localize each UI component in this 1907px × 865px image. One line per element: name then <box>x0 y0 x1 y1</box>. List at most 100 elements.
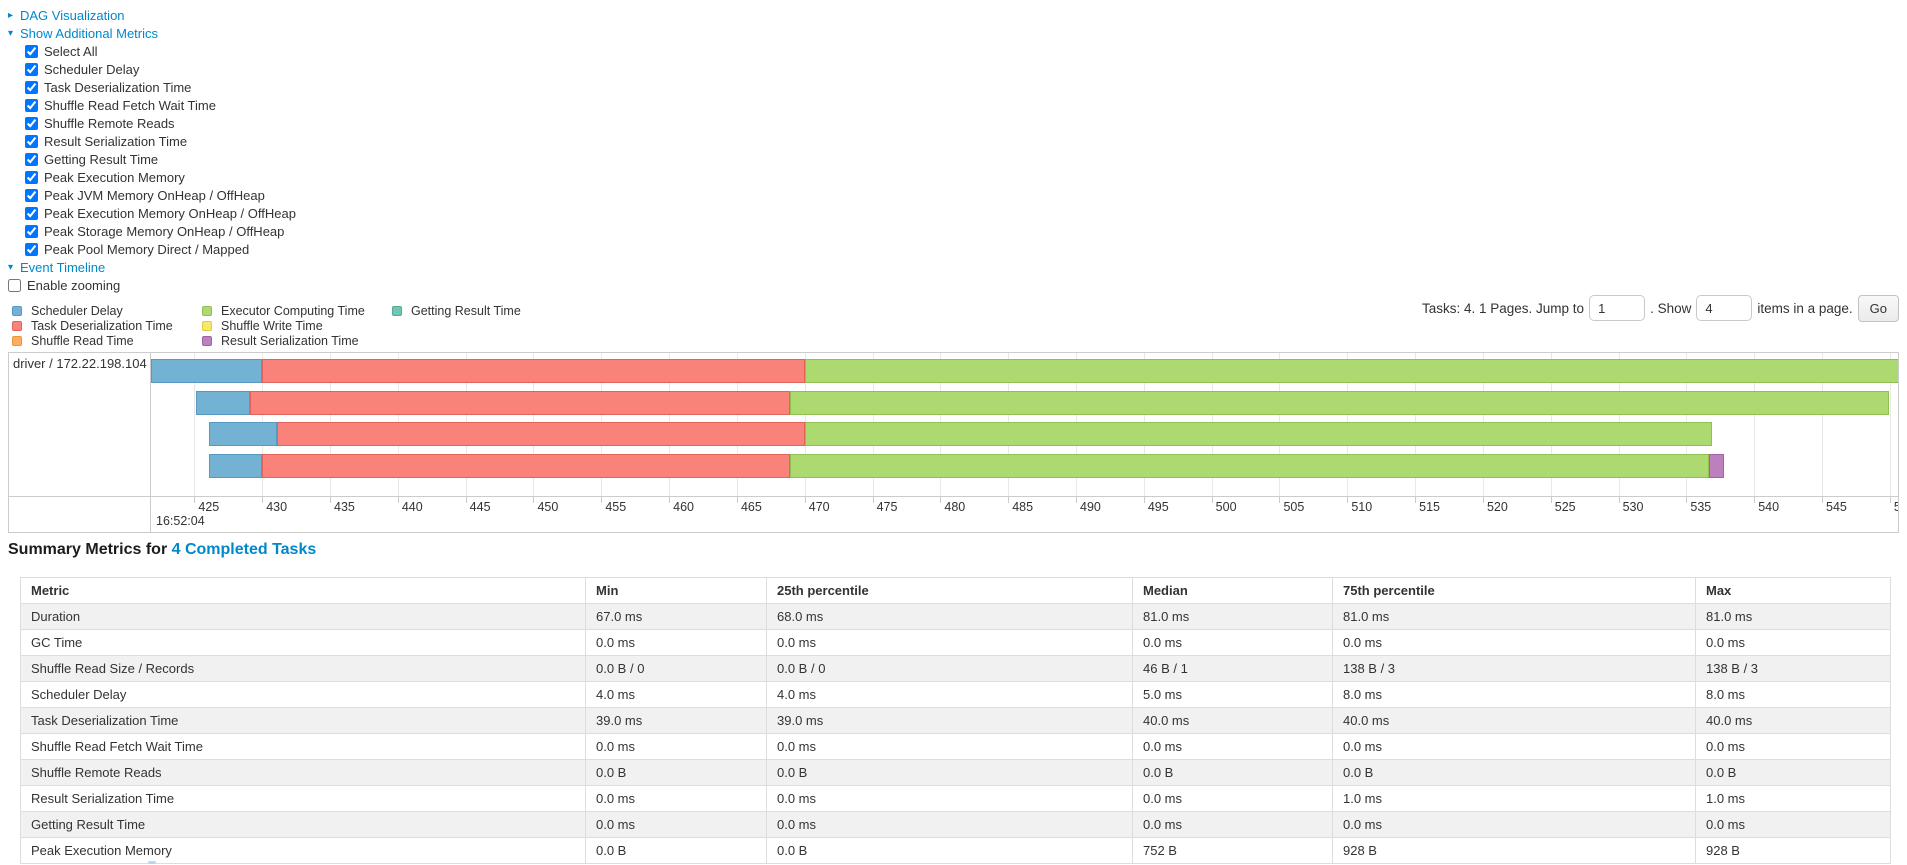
items-per-page-text: items in a page. <box>1757 300 1853 316</box>
metric-value-cell: 0.0 B / 0 <box>585 655 767 682</box>
items-per-page-input[interactable] <box>1696 295 1753 321</box>
tick-mark <box>194 497 196 503</box>
summary-title-prefix: Summary Metrics for <box>8 541 172 558</box>
table-row: GC Time 0.0 ms 0.0 ms 0.0 ms 0.0 ms 0.0 ms <box>20 629 1891 656</box>
summary-metrics-table: Metric Min 25th percentile Median 75th perce… <box>20 577 1891 864</box>
metric-name-cell: Shuffle Read Size / Records <box>20 655 586 682</box>
metric-checkbox-label: Peak Execution Memory OnHeap / OffHeap <box>44 205 296 221</box>
metric-name-cell: Shuffle Read Fetch Wait Time <box>20 733 586 760</box>
metric-checkbox[interactable] <box>25 152 38 166</box>
metric-checkbox-row: Peak Execution Memory <box>8 168 296 186</box>
metric-checkbox-row: Peak Execution Memory OnHeap / OffHeap <box>8 204 296 222</box>
task-segment-result-serialization-time[interactable] <box>1709 454 1725 478</box>
metric-value-cell: 0.0 ms <box>1132 811 1333 838</box>
metric-checkbox[interactable] <box>25 44 38 58</box>
metric-value-cell: 67.0 ms <box>585 603 767 630</box>
metric-checkbox[interactable] <box>25 224 38 238</box>
tasks-count-text: Tasks: 4. 1 Pages. Jump to <box>1421 300 1585 316</box>
table-row: Result Serialization Time 0.0 ms 0.0 ms 0.0… <box>20 785 1891 812</box>
tasks-pagination: Tasks: 4. 1 Pages. Jump to . Show items … <box>1422 293 1899 323</box>
tick-mark <box>872 497 874 503</box>
tick-mark <box>804 497 806 503</box>
gridline <box>1889 353 1891 496</box>
task-segment-executor-computing-time[interactable] <box>804 422 1713 446</box>
axis-tick-label: 540 <box>1758 500 1780 514</box>
event-timeline-link[interactable]: Event Timeline <box>20 259 106 275</box>
metric-checkbox-label: Task Deserialization Time <box>44 79 192 95</box>
legend-swatch-icon <box>12 320 22 331</box>
tick-mark <box>465 497 467 503</box>
metric-checkbox[interactable] <box>25 62 38 76</box>
tick-mark <box>1076 497 1078 503</box>
task-segment-scheduler-delay[interactable] <box>209 422 278 446</box>
tick-mark <box>533 497 535 503</box>
axis-tick-label: 455 <box>605 500 627 514</box>
legend-swatch-icon <box>202 305 212 316</box>
task-segment-task-deserialization-time[interactable] <box>262 454 790 478</box>
axis-tick-label: 425 <box>198 500 220 514</box>
metric-checkbox[interactable] <box>25 80 38 94</box>
metric-checkbox[interactable] <box>25 116 38 130</box>
axis-tick-label: 465 <box>740 500 762 514</box>
task-segment-task-deserialization-time[interactable] <box>277 422 805 446</box>
table-row: Scheduler Delay 4.0 ms 4.0 ms 5.0 ms 8.0 ms 8… <box>20 681 1891 708</box>
event-timeline-toggle[interactable]: ▾ Event Timeline <box>8 258 296 276</box>
show-additional-metrics-toggle[interactable]: ▾ Show Additional Metrics <box>8 24 296 42</box>
metric-checkbox-row: Peak Pool Memory Direct / Mapped <box>8 240 296 258</box>
tick-mark <box>669 497 671 503</box>
enable-zooming-row: Enable zooming <box>8 276 296 294</box>
jump-to-page-input[interactable] <box>1589 295 1646 321</box>
axis-tick-label: 545 <box>1826 500 1847 514</box>
metric-value-cell: 0.0 B / 0 <box>766 655 1133 682</box>
metric-checkbox[interactable] <box>25 206 38 220</box>
expanded-arrow-icon: ▾ <box>8 27 14 39</box>
metric-value-cell: 0.0 ms <box>1332 811 1696 838</box>
axis-tick-label: 500 <box>1215 500 1237 514</box>
metric-checkbox[interactable] <box>25 134 38 148</box>
completed-tasks-link[interactable]: 4 Completed Tasks <box>171 541 317 558</box>
task-segment-scheduler-delay[interactable] <box>151 359 263 383</box>
task-segment-scheduler-delay[interactable] <box>195 391 250 415</box>
legend-label: Result Serialization Time <box>221 333 359 348</box>
executor-row-label: driver / 172.22.198.104 <box>13 356 147 371</box>
table-header-row: Metric Min 25th percentile Median 75th perce… <box>20 577 1891 604</box>
gridline <box>1754 353 1756 496</box>
legend-column: Executor Computing Time Shuffle Write Tim… <box>202 303 392 348</box>
metric-value-cell: 0.0 B <box>766 837 1133 864</box>
axis-tick-label: 535 <box>1690 500 1712 514</box>
table-row: Task Deserialization Time 39.0 ms 39.0 ms 4… <box>20 707 1891 734</box>
metric-value-cell: 40.0 ms <box>1332 707 1696 734</box>
go-button[interactable]: Go <box>1857 294 1899 322</box>
legend-swatch-icon <box>202 320 212 331</box>
axis-tick-label: 435 <box>334 500 355 514</box>
gridline <box>1822 353 1824 496</box>
enable-zooming-checkbox[interactable] <box>8 278 21 292</box>
task-segment-scheduler-delay[interactable] <box>209 454 263 478</box>
metric-checkbox[interactable] <box>25 98 38 112</box>
metric-checkbox[interactable] <box>25 188 38 202</box>
task-segment-task-deserialization-time[interactable] <box>250 391 790 415</box>
metric-value-cell: 138 B / 3 <box>1332 655 1696 682</box>
legend-label: Scheduler Delay <box>31 303 123 318</box>
task-segment-task-deserialization-time[interactable] <box>262 359 805 383</box>
task-segment-executor-computing-time[interactable] <box>789 454 1710 478</box>
metric-value-cell: 928 B <box>1695 837 1891 864</box>
metric-checkbox-row: Getting Result Time <box>8 150 296 168</box>
stage-controls: ▸ DAG Visualization ▾ Show Additional Me… <box>8 6 296 294</box>
show-additional-metrics-link[interactable]: Show Additional Metrics <box>20 25 159 41</box>
metric-checkbox[interactable] <box>25 170 38 184</box>
metric-checkbox-row: Peak Storage Memory OnHeap / OffHeap <box>8 222 296 240</box>
table-row: Shuffle Read Fetch Wait Time 0.0 ms 0.0 ms… <box>20 733 1891 760</box>
timeline-legend: Scheduler Delay Task Deserialization Time… <box>12 303 521 348</box>
dag-visualization-toggle[interactable]: ▸ DAG Visualization <box>8 6 296 24</box>
metric-value-cell: 0.0 ms <box>585 629 767 656</box>
task-segment-executor-computing-time[interactable] <box>804 359 1898 383</box>
metric-checkbox-label: Scheduler Delay <box>44 61 140 77</box>
metric-value-cell: 5.0 ms <box>1132 681 1333 708</box>
legend-swatch-icon <box>392 305 402 316</box>
metric-checkbox[interactable] <box>25 242 38 256</box>
dag-visualization-link[interactable]: DAG Visualization <box>20 7 125 23</box>
axis-tick-label: 520 <box>1486 500 1508 514</box>
axis-tick-label: 480 <box>944 500 966 514</box>
task-segment-executor-computing-time[interactable] <box>789 391 1889 415</box>
